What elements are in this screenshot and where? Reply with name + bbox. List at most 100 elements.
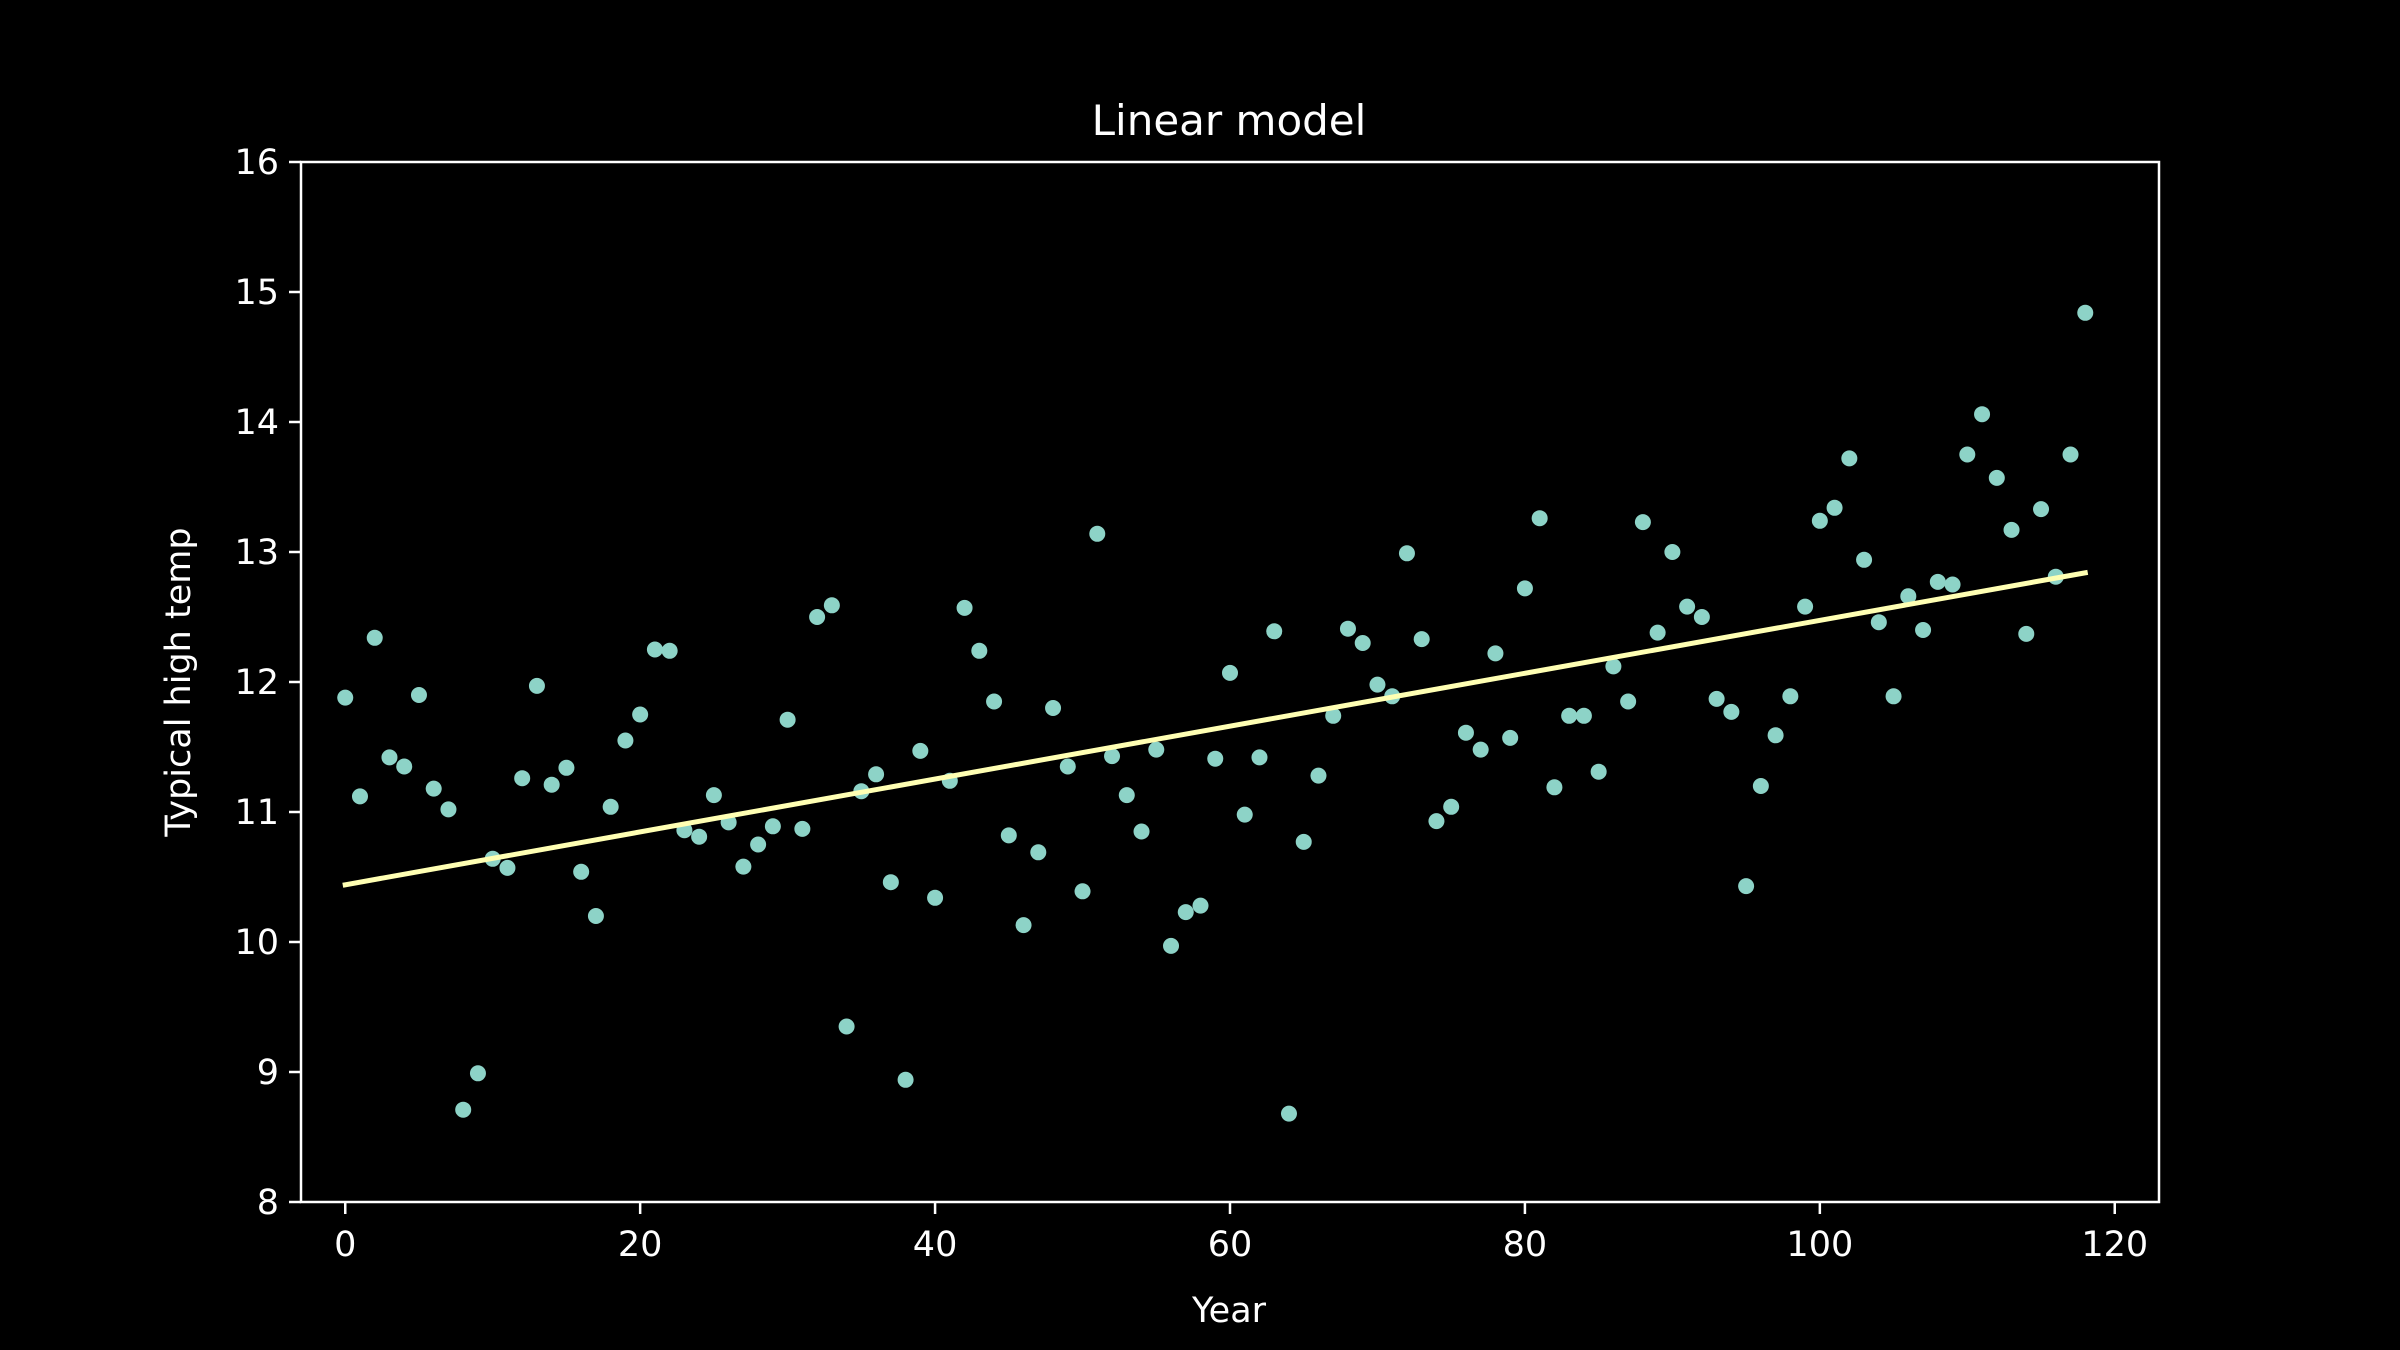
scatter-point <box>1222 664 1238 681</box>
scatter-point <box>897 1071 914 1088</box>
scatter-point <box>351 788 368 805</box>
scatter-point <box>410 687 427 703</box>
scatter-point <box>1177 904 1194 921</box>
scatter-point <box>1811 512 1828 529</box>
y-tick-label: 14 <box>234 403 279 443</box>
scatter-point <box>823 597 840 614</box>
scatter-point <box>1575 707 1592 724</box>
scatter-point <box>986 693 1003 710</box>
scatter-point <box>1443 798 1460 815</box>
scatter-point <box>425 780 442 797</box>
scatter-point <box>1856 551 1873 568</box>
scatter-point <box>1944 576 1961 593</box>
fit-line <box>342 569 2089 888</box>
scatter-point <box>1664 544 1681 560</box>
scatter-point <box>1649 624 1666 641</box>
scatter-point <box>1354 635 1371 651</box>
scatter-point <box>469 1065 486 1082</box>
scatter-point <box>617 732 634 749</box>
x-tick-label: 40 <box>913 1225 958 1265</box>
scatter-point <box>1605 658 1622 675</box>
scatter-point <box>1723 703 1740 720</box>
plot-area: 0 20 40 60 80 100 120 8 9 10 11 12 13 14 15 16 <box>234 143 2161 1265</box>
scatter-point <box>1561 707 1578 724</box>
scatter-point <box>1251 749 1268 766</box>
x-tick-label: 80 <box>1503 1225 1548 1265</box>
y-tick-label: 11 <box>234 793 279 833</box>
scatter-point <box>956 599 973 616</box>
scatter-point <box>1738 878 1755 895</box>
scatter-point <box>1693 609 1710 625</box>
scatter-point <box>1192 897 1209 914</box>
scatter-point <box>499 859 516 876</box>
scatter-point <box>1590 763 1607 780</box>
scatter-point <box>1679 598 1696 615</box>
scatter-point <box>1133 823 1150 840</box>
scatter-point <box>927 889 944 906</box>
y-axis-label: Typical high temp <box>159 527 199 837</box>
x-tick-label: 60 <box>1208 1225 1253 1265</box>
scatter-point <box>1959 446 1976 463</box>
scatter-point <box>1030 844 1047 861</box>
scatter-point <box>1413 631 1430 648</box>
x-axis-label: Year <box>1191 1291 1267 1331</box>
scatter-point <box>1708 690 1725 707</box>
x-tick-label: 20 <box>618 1225 663 1265</box>
scatter-point <box>1059 758 1076 775</box>
scatter-point <box>1074 883 1091 900</box>
scatter-point <box>1472 741 1489 758</box>
scatter-point <box>1900 588 1917 605</box>
scatter-point <box>528 677 545 694</box>
scatter-point <box>1000 827 1017 844</box>
scatter-point <box>1310 767 1327 784</box>
scatter-point <box>750 836 767 853</box>
scatter-point <box>1531 510 1548 527</box>
scatter-point <box>1325 707 1342 724</box>
scatter-point <box>794 820 811 837</box>
scatter-point <box>1280 1105 1297 1122</box>
scatter-point <box>1841 450 1858 467</box>
y-tick-label: 8 <box>257 1183 279 1223</box>
scatter-point <box>691 828 708 845</box>
scatter-point <box>2062 446 2079 463</box>
scatter-point <box>1295 833 1312 850</box>
scatter-point <box>868 766 885 783</box>
scatter-point <box>646 641 663 658</box>
x-tick-label: 0 <box>334 1225 356 1265</box>
scatter-point <box>1163 937 1180 954</box>
scatter-point <box>1782 688 1799 705</box>
scatter-point <box>514 770 531 787</box>
scatter-point <box>1428 813 1445 830</box>
x-tick-label: 120 <box>2081 1225 2148 1265</box>
scatter-point <box>764 818 781 835</box>
scatter-point <box>1104 748 1121 765</box>
y-tick-label: 15 <box>234 273 279 313</box>
scatter-point <box>1015 917 1032 934</box>
scatter-point <box>366 629 383 646</box>
scatter-point <box>2018 625 2035 642</box>
scatter-point <box>705 787 722 804</box>
scatter-point <box>838 1018 855 1035</box>
scatter-point <box>912 742 929 759</box>
scatter-point <box>2077 304 2094 321</box>
scatter-point <box>661 642 678 659</box>
scatter-point <box>558 759 575 776</box>
scatter-point <box>1236 806 1253 823</box>
scatter-point <box>1487 645 1504 662</box>
scatter-point <box>1457 724 1474 741</box>
y-tick-label: 13 <box>234 533 279 573</box>
scatter-point <box>809 609 826 625</box>
scatter-point <box>337 689 354 706</box>
scatter-point <box>1546 779 1563 796</box>
scatter-point <box>1266 623 1283 640</box>
y-tick-label: 16 <box>234 143 279 183</box>
scatter-point <box>1634 514 1651 531</box>
scatter-point <box>1398 545 1415 562</box>
scatter-point <box>1207 750 1224 767</box>
scatter-point <box>1516 580 1533 597</box>
scatter-point <box>1752 778 1769 794</box>
chart-title: Linear model <box>1092 96 1367 145</box>
scatter-point <box>2033 501 2050 518</box>
